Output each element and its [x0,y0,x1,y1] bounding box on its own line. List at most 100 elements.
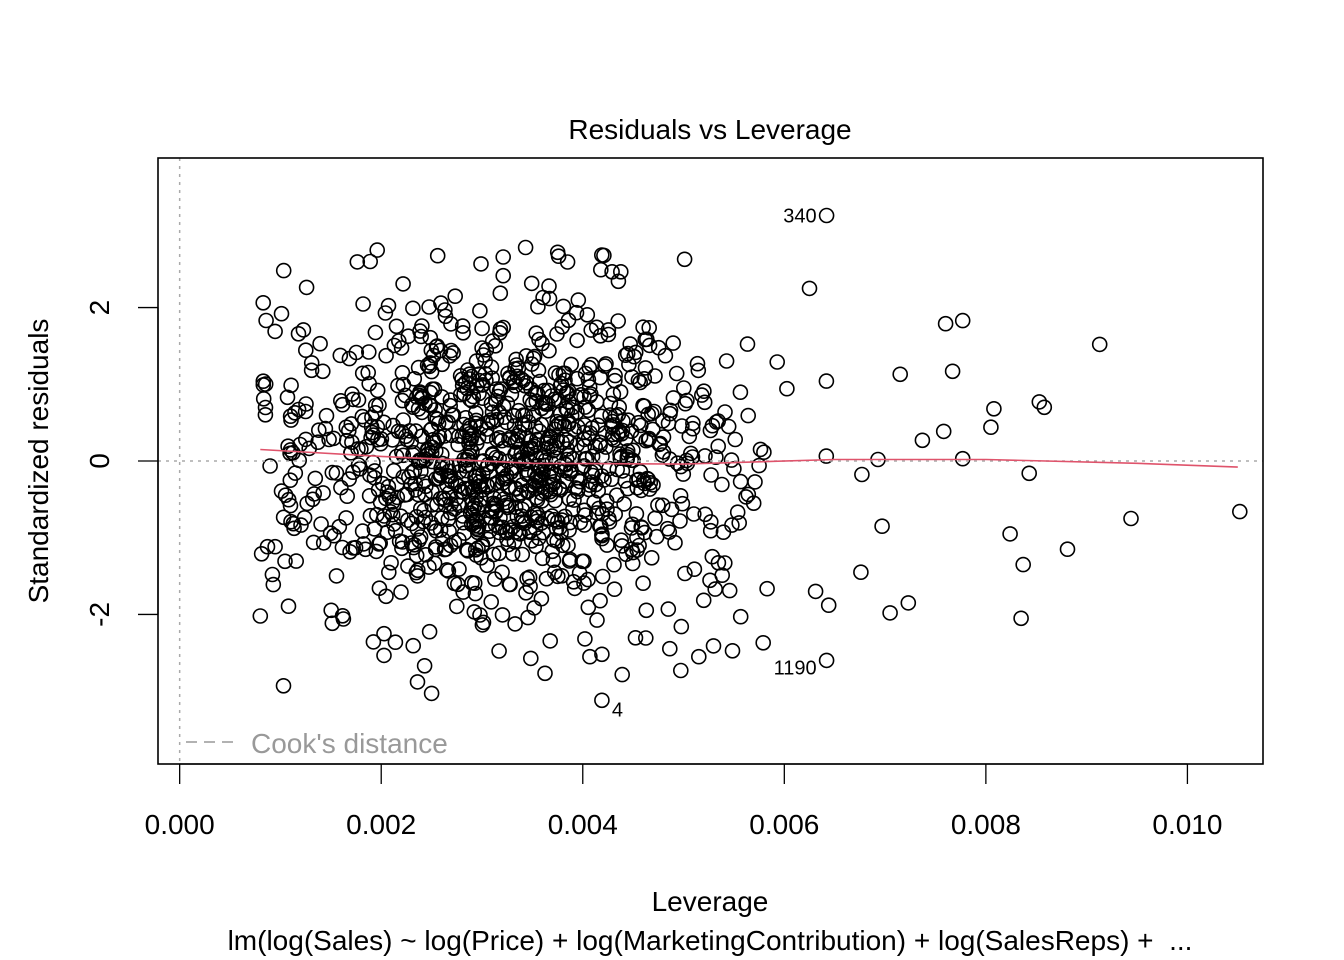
data-point [702,522,719,539]
data-point [624,555,641,572]
data-point [439,457,455,474]
data-point [265,576,282,593]
data-point [395,376,412,393]
legend: Cook's distance [186,728,448,759]
data-point [745,495,762,512]
data-point [451,561,467,577]
data-point [518,430,534,447]
data-point [535,450,552,466]
data-point [440,563,457,579]
data-point [539,382,556,399]
data-point [494,564,510,581]
data-point [579,306,596,323]
data-point [468,511,485,528]
data-point [603,471,620,488]
data-point [729,504,746,521]
data-point [553,567,570,584]
data-point [654,497,671,514]
data-point [677,565,693,582]
data-point [529,458,546,475]
data-point [637,630,654,646]
data-point [325,430,342,447]
data-point [1232,503,1248,520]
data-point [779,380,795,397]
data-point [487,392,504,409]
data-point [394,364,411,381]
data-point [559,254,576,270]
data-point [386,496,402,513]
data-point [400,558,416,574]
data-point [391,533,408,550]
data-point [480,478,496,495]
data-point [674,418,690,434]
data-point [288,553,305,569]
x-tick-label: 0.004 [548,809,618,840]
data-point [718,353,735,369]
data-point [458,541,475,558]
data-point [293,517,309,533]
data-point [343,416,360,432]
data-point [914,432,931,449]
data-point [596,247,612,264]
data-point [751,457,767,474]
data-point [601,514,618,530]
data-point [303,355,320,371]
data-point [298,279,315,296]
point-label: 4 [612,699,623,721]
data-point [507,378,524,394]
data-point [452,386,469,403]
data-point [616,496,632,512]
data-point [732,384,749,401]
data-point [368,543,385,560]
data-point [389,489,406,506]
x-tick-label: 0.000 [145,809,215,840]
data-point [541,290,558,307]
data-point [555,382,572,398]
data-point [421,623,438,640]
data-point [607,408,624,424]
data-point [723,452,740,468]
data-point [470,518,487,535]
data-point [594,530,610,547]
data-point [591,518,608,535]
data-point [429,247,446,264]
data-point [395,412,412,428]
data-point [280,598,297,615]
data-point [379,484,396,501]
data-point [622,336,639,352]
data-point [769,354,786,370]
data-point [820,597,837,614]
data-point [582,648,598,665]
data-point [576,575,592,591]
data-point [590,482,607,499]
data-point [445,345,461,361]
data-point [304,491,321,508]
data-point [257,399,274,416]
data-point [412,384,428,400]
data-point [386,337,403,354]
data-point [478,372,494,389]
data-point [437,492,454,508]
data-point [647,368,663,384]
data-point [480,414,496,431]
data-point [629,479,646,496]
reference-lines [158,158,1263,764]
data-point [577,631,593,647]
data-point [303,362,320,379]
data-point [623,452,640,469]
data-point [367,324,384,341]
data-point [450,436,466,453]
data-point [667,534,683,551]
data-point [726,460,742,477]
data-point [384,506,401,523]
legend-label-cooks-distance: Cook's distance [251,728,448,759]
data-point [443,316,459,332]
data-point [631,471,647,488]
data-point [501,369,518,386]
data-point [545,552,562,569]
data-point [282,497,299,514]
data-point [714,567,731,584]
data-point [287,404,303,421]
data-point [367,397,384,414]
data-point [534,550,551,567]
